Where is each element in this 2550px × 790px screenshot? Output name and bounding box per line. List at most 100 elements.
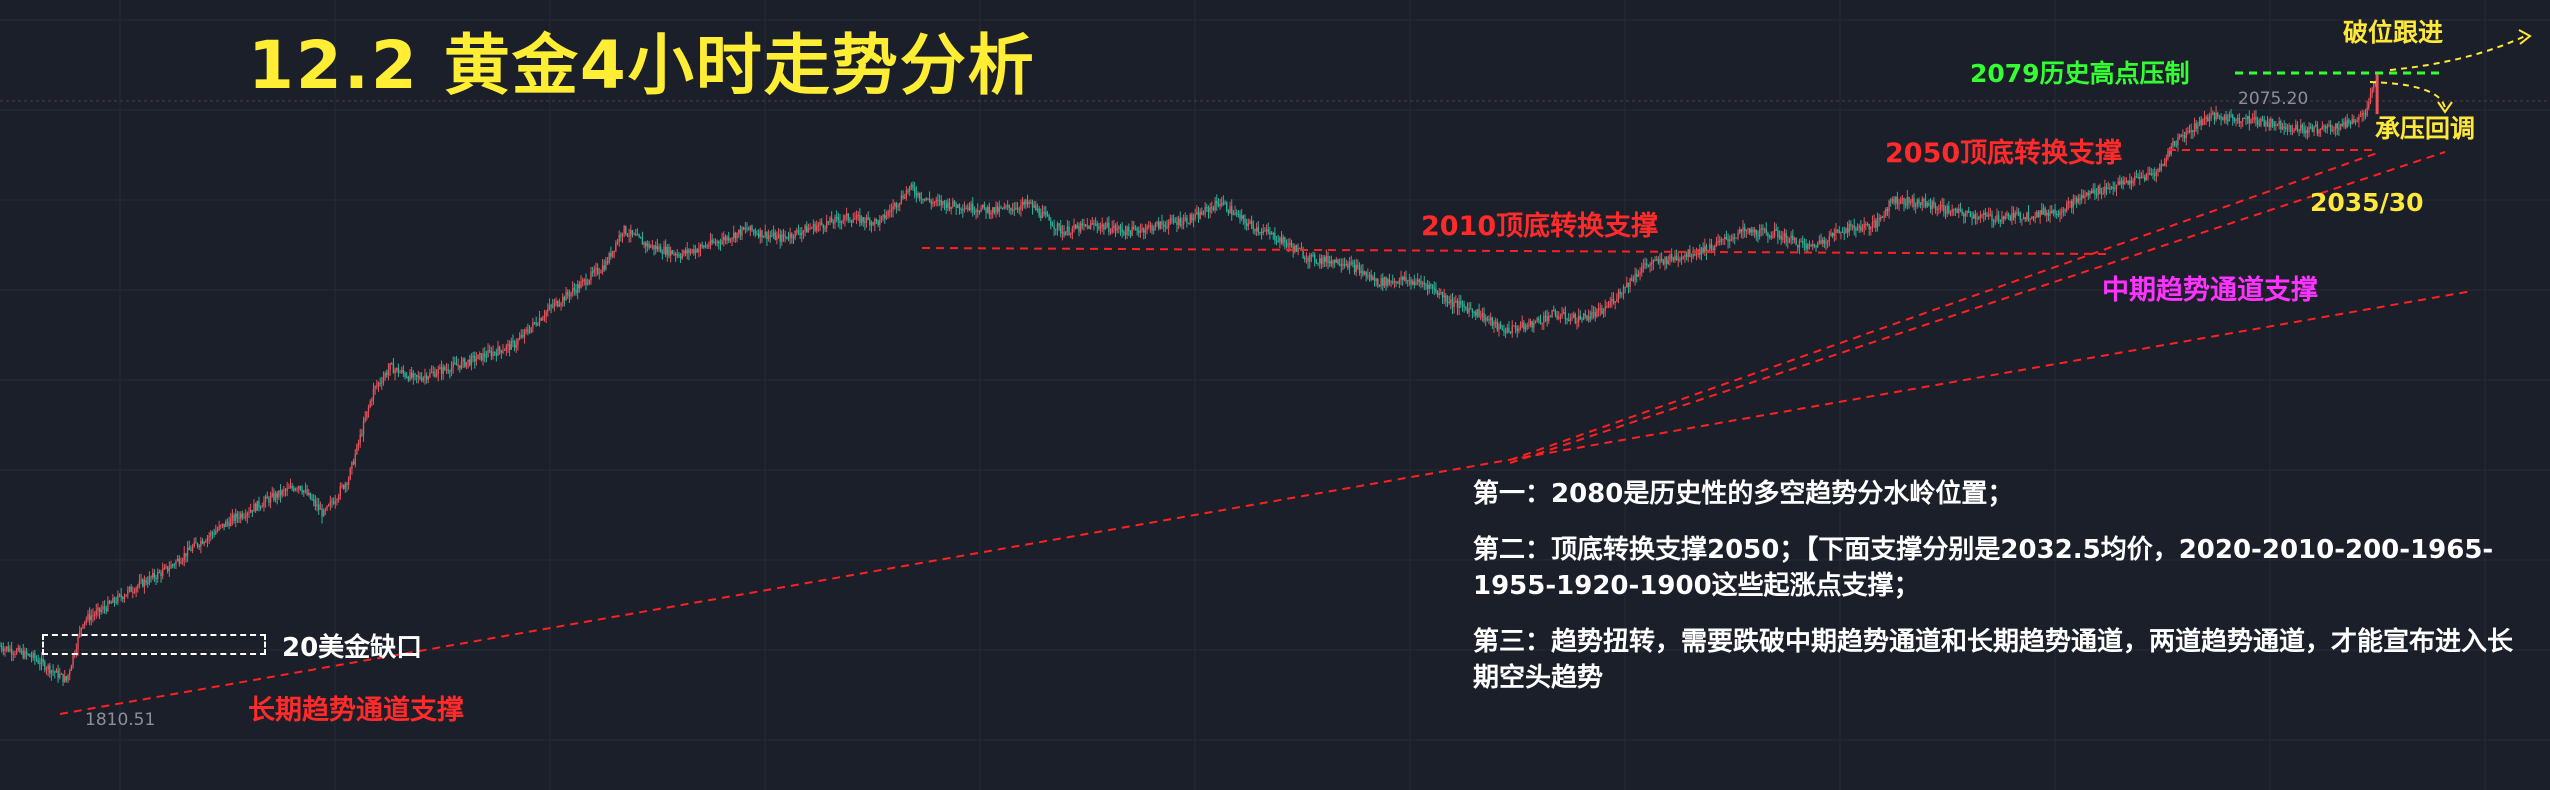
candle-body: [854, 218, 856, 220]
candle-body: [19, 647, 21, 653]
candle-body: [1639, 272, 1641, 275]
candle-body: [1981, 214, 1983, 216]
candle-body: [953, 200, 956, 206]
candle-body: [1770, 236, 1772, 238]
candle-body: [1119, 226, 1122, 230]
candle-body: [2354, 120, 2357, 123]
candle-body: [1724, 237, 1726, 239]
candle-body: [1742, 227, 1744, 232]
candle-body: [1880, 217, 1882, 220]
candle-body: [2183, 135, 2186, 139]
candle-body: [628, 235, 630, 237]
candle-body: [706, 245, 708, 247]
candle-body: [1305, 258, 1308, 260]
candle-body: [689, 251, 692, 253]
candle-body: [1969, 212, 1972, 217]
candle-body: [869, 219, 871, 226]
candle-body: [2293, 130, 2295, 132]
candle-body: [1403, 276, 1406, 281]
candle-body: [1851, 225, 1854, 227]
candle-body: [1499, 324, 1502, 329]
candle-body: [958, 204, 961, 210]
support-2010-line: [921, 247, 2111, 255]
candle-body: [1841, 231, 1844, 233]
candle-body: [1229, 206, 1231, 213]
candle-body: [1232, 214, 1235, 216]
candle-body: [1943, 204, 1945, 212]
candle-body: [606, 261, 609, 263]
candle-body: [181, 559, 184, 563]
candle-body: [1715, 241, 1718, 247]
candle-body: [39, 663, 41, 665]
candle-body: [1383, 277, 1386, 286]
candle-body: [708, 245, 710, 247]
candle-body: [386, 373, 388, 375]
candle-body: [938, 200, 941, 202]
candle-body: [1309, 255, 1311, 262]
candle-body: [2009, 216, 2011, 221]
candle-body: [1423, 282, 1425, 285]
candle-body: [563, 296, 566, 301]
candle-body: [1217, 203, 1220, 206]
candle-body: [965, 208, 967, 210]
candle-body: [650, 246, 652, 248]
candle-body: [437, 369, 439, 375]
candle-body: [1903, 198, 1905, 205]
candle-body: [1418, 279, 1420, 282]
candle-body: [545, 311, 547, 317]
candle-body: [623, 225, 625, 234]
candle-body: [870, 222, 873, 226]
candle-body: [1888, 200, 1890, 212]
candle-body: [912, 184, 914, 189]
candle-body: [401, 370, 403, 373]
candle-body: [1041, 211, 1044, 218]
candle-body: [334, 500, 337, 504]
candle-body: [1513, 325, 1515, 327]
candle-body: [180, 562, 182, 564]
candle-body: [2006, 213, 2008, 217]
candle-body: [253, 503, 255, 512]
candle-body: [1227, 210, 1230, 213]
candle-body: [731, 237, 733, 240]
candle-body: [1765, 229, 1767, 233]
candle-body: [2265, 122, 2267, 126]
break-follow-arrow: [2389, 35, 2526, 71]
candle-body: [85, 619, 88, 622]
candle-body: [2285, 127, 2287, 130]
candle-body: [782, 234, 785, 237]
candle-body: [361, 434, 363, 436]
candle-body: [1070, 233, 1072, 235]
candle-body: [153, 573, 156, 578]
candle-body: [2238, 118, 2241, 124]
candle-body: [1171, 218, 1173, 220]
candle-body: [357, 442, 360, 445]
candle-body: [975, 210, 977, 213]
candle-body: [772, 232, 775, 237]
candle-body: [904, 197, 906, 199]
candle-body: [1566, 318, 1568, 320]
candle-body: [653, 245, 655, 250]
candle-body: [185, 553, 187, 557]
candle-body: [391, 363, 393, 365]
candle-body: [1164, 224, 1167, 227]
candle-body: [64, 676, 66, 682]
candle-body: [2144, 177, 2146, 181]
candle-body: [754, 231, 756, 234]
candle-body: [1543, 315, 1545, 323]
candle-body: [1192, 218, 1195, 221]
candle-body: [221, 523, 224, 526]
candle-body: [1913, 198, 1915, 207]
candle-body: [1312, 254, 1314, 256]
candle-body: [2275, 124, 2277, 127]
candle-body: [1978, 217, 1980, 219]
candle-body: [2246, 115, 2249, 120]
candle-body: [5, 646, 8, 649]
candle-body: [218, 525, 220, 530]
candle-body: [1320, 258, 1323, 264]
candle-body: [235, 513, 237, 521]
candle-body: [596, 268, 599, 274]
candle-body: [17, 647, 19, 651]
candle-body: [2232, 114, 2234, 119]
candle-body: [633, 233, 635, 235]
candle-body: [1272, 233, 1274, 235]
